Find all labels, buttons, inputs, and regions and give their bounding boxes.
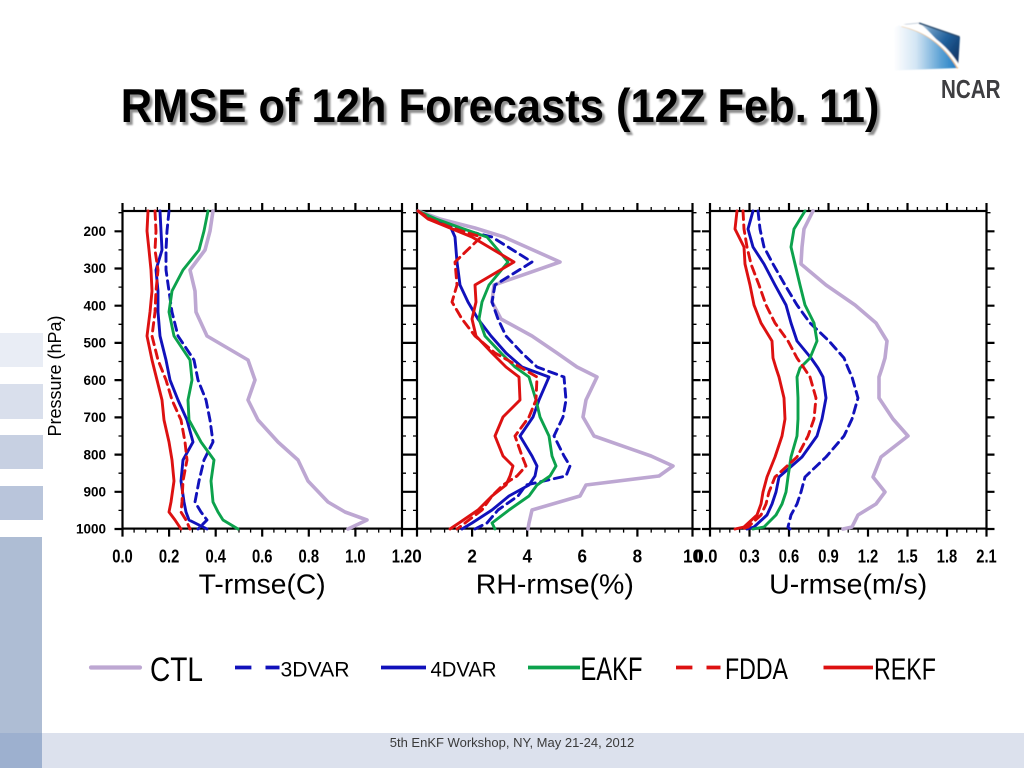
svg-text:U-rmse(m/s): U-rmse(m/s) <box>769 569 927 600</box>
svg-text:500: 500 <box>83 336 106 351</box>
svg-text:FDDA: FDDA <box>725 653 788 686</box>
svg-text:CTL: CTL <box>150 651 203 689</box>
svg-text:0.0: 0.0 <box>695 547 718 567</box>
svg-text:700: 700 <box>83 410 106 425</box>
svg-text:1000: 1000 <box>76 522 106 537</box>
svg-text:2.1: 2.1 <box>976 547 997 567</box>
svg-text:0.9: 0.9 <box>818 547 839 567</box>
svg-text:0.0: 0.0 <box>112 547 133 567</box>
svg-text:1.2: 1.2 <box>858 547 879 567</box>
svg-text:0.8: 0.8 <box>299 547 320 567</box>
svg-text:EAKF: EAKF <box>581 651 643 687</box>
svg-text:1.0: 1.0 <box>345 547 366 567</box>
svg-text:Pressure (hPa): Pressure (hPa) <box>45 315 65 436</box>
svg-text:10: 10 <box>683 547 702 567</box>
svg-text:REKF: REKF <box>874 652 936 687</box>
svg-text:900: 900 <box>83 485 106 500</box>
svg-text:800: 800 <box>83 447 106 462</box>
svg-text:300: 300 <box>83 261 106 276</box>
svg-text:0.4: 0.4 <box>205 547 226 567</box>
svg-text:NCAR: NCAR <box>941 76 1001 104</box>
svg-text:0: 0 <box>412 547 422 567</box>
svg-text:0.3: 0.3 <box>739 547 760 567</box>
svg-text:8: 8 <box>633 547 643 567</box>
svg-text:400: 400 <box>83 298 106 313</box>
svg-text:6: 6 <box>578 547 588 567</box>
svg-text:600: 600 <box>83 373 106 388</box>
svg-text:200: 200 <box>83 224 106 239</box>
svg-text:4: 4 <box>522 547 532 567</box>
svg-text:0.6: 0.6 <box>779 547 800 567</box>
svg-text:RH-rmse(%): RH-rmse(%) <box>476 569 634 600</box>
svg-text:1.2: 1.2 <box>392 547 413 567</box>
svg-text:T-rmse(C): T-rmse(C) <box>199 569 326 600</box>
svg-text:1.5: 1.5 <box>897 547 918 567</box>
svg-text:0.6: 0.6 <box>252 547 273 567</box>
svg-text:4DVAR: 4DVAR <box>431 659 497 682</box>
svg-text:1.8: 1.8 <box>937 547 958 567</box>
svg-text:0.2: 0.2 <box>159 547 180 567</box>
svg-text:3DVAR: 3DVAR <box>281 659 350 682</box>
svg-text:2: 2 <box>467 547 477 567</box>
